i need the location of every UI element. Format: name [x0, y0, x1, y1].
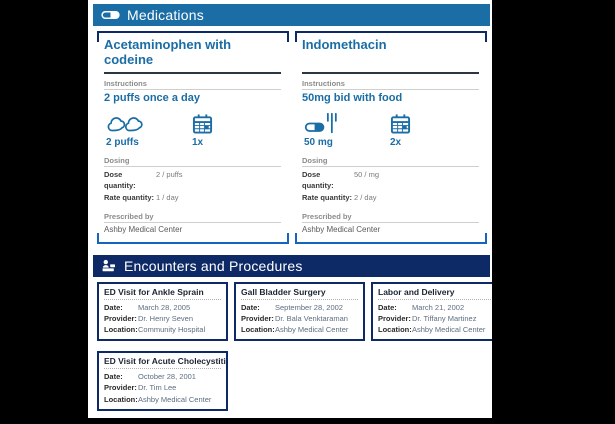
rate-quantity-row: Rate quantity: 1 / day: [104, 192, 281, 203]
prescribed-by-label: Prescribed by: [302, 212, 479, 223]
date-value: March 21, 2002: [412, 302, 465, 312]
dose-amount-caption: 50 mg: [304, 137, 333, 148]
encounter-date-row: Date: September 28, 2002: [241, 302, 358, 313]
dosing-label: Dosing: [302, 156, 479, 167]
encounter-provider-row: Provider: Dr. Tim Lee: [104, 382, 221, 393]
dose-quantity-row: Dose quantity: 2 / puffs: [104, 169, 281, 192]
puffs-icon: [106, 113, 146, 135]
encounter-location-row: Location: Ashby Medical Center: [241, 324, 358, 335]
provider-value: Dr. Tim Lee: [138, 383, 177, 393]
prescribed-by-label: Prescribed by: [104, 212, 281, 223]
medications-section-title: Medications: [127, 7, 204, 23]
medication-name: Indomethacin: [302, 37, 479, 74]
pill-food-icon: [304, 112, 342, 135]
frequency-block: 2x: [390, 111, 446, 148]
date-label: Date:: [104, 302, 123, 312]
encounter-card: ED Visit for Acute Cholecystitis Date: O…: [97, 351, 228, 411]
provider-label: Provider:: [378, 313, 411, 323]
medication-card: Acetaminophen with codeine Instructions …: [97, 31, 289, 244]
location-value: Ashby Medical Center: [138, 394, 212, 404]
encounter-date-row: Date: March 28, 2005: [104, 302, 221, 313]
calendar-icon: [192, 113, 213, 135]
clinician-icon: [101, 259, 117, 273]
rate-quantity-label: Rate quantity:: [104, 192, 155, 202]
encounter-title: ED Visit for Acute Cholecystitis: [104, 356, 226, 369]
instructions-label: Instructions: [104, 79, 281, 90]
provider-value: Dr. Tiffany Martinez: [412, 313, 477, 323]
encounter-title: ED Visit for Ankle Sprain: [104, 287, 221, 300]
encounter-provider-row: Provider: Dr. Bala Venktaraman: [241, 313, 358, 324]
encounter-cards-row-1: ED Visit for Ankle Sprain Date: March 28…: [97, 282, 492, 342]
encounter-location-row: Location: Ashby Medical Center: [104, 394, 221, 405]
provider-label: Provider:: [104, 313, 137, 323]
rate-quantity-row: Rate quantity: 2 / day: [302, 192, 479, 203]
rate-quantity-value: 1 / day: [156, 192, 179, 202]
encounters-section-title: Encounters and Procedures: [124, 258, 303, 274]
date-value: September 28, 2002: [275, 302, 343, 312]
rate-quantity-value: 2 / day: [354, 192, 377, 202]
location-value: Ashby Medical Center: [412, 325, 486, 335]
encounter-provider-row: Provider: Dr. Tiffany Martinez: [378, 313, 492, 324]
dose-quantity-label: Dose quantity:: [302, 170, 334, 191]
date-value: March 28, 2005: [138, 302, 191, 312]
instructions-value: 50mg bid with food: [302, 92, 403, 104]
frequency-caption: 1x: [192, 137, 204, 148]
dose-quantity-value: 50 / mg: [354, 170, 380, 179]
frequency-caption: 2x: [390, 137, 402, 148]
encounter-date-row: Date: March 21, 2002: [378, 302, 492, 313]
dose-icons-row: 50 mg: [304, 111, 479, 148]
instructions-value: 2 puffs once a day: [104, 92, 200, 104]
dosing-label: Dosing: [104, 156, 281, 167]
encounter-location-row: Location: Ashby Medical Center: [378, 324, 492, 335]
medication-card: Indomethacin Instructions 50mg bid with …: [295, 31, 487, 244]
prescribed-by-value: Ashby Medical Center: [104, 224, 183, 234]
provider-label: Provider:: [104, 383, 137, 393]
date-value: October 28, 2001: [138, 372, 196, 381]
prescribed-by-value: Ashby Medical Center: [302, 224, 381, 234]
location-label: Location:: [104, 394, 138, 404]
medication-name: Acetaminophen with codeine: [104, 37, 281, 74]
date-label: Date:: [104, 372, 123, 381]
date-label: Date:: [378, 302, 397, 312]
calendar-icon: [390, 113, 411, 135]
location-label: Location:: [241, 325, 275, 335]
encounter-title: Gall Bladder Surgery: [241, 287, 358, 300]
encounter-location-row: Location: Community Hospital: [104, 324, 221, 335]
medication-cards-row: Acetaminophen with codeine Instructions …: [97, 31, 492, 244]
patient-record-page: Medications Acetaminophen with codeine I…: [88, 0, 492, 418]
encounter-cards-row-2: ED Visit for Acute Cholecystitis Date: O…: [97, 351, 492, 411]
location-value: Community Hospital: [138, 325, 206, 335]
encounter-card: Labor and Delivery Date: March 21, 2002 …: [371, 282, 492, 342]
dose-quantity-value: 2 / puffs: [156, 170, 183, 179]
pill-icon: [101, 10, 120, 20]
location-label: Location:: [104, 325, 138, 335]
dose-amount-caption: 2 puffs: [106, 137, 139, 148]
provider-value: Dr. Henry Seven: [138, 313, 194, 323]
frequency-block: 1x: [192, 111, 248, 148]
location-label: Location:: [378, 325, 412, 335]
dose-quantity-label: Dose quantity:: [104, 170, 136, 191]
provider-label: Provider:: [241, 313, 274, 323]
date-label: Date:: [241, 302, 260, 312]
medications-section-header: Medications: [93, 4, 490, 26]
dose-icons-row: 2 puffs: [106, 111, 281, 148]
encounter-provider-row: Provider: Dr. Henry Seven: [104, 313, 221, 324]
dose-quantity-row: Dose quantity: 50 / mg: [302, 169, 479, 192]
encounter-card: ED Visit for Ankle Sprain Date: March 28…: [97, 282, 228, 342]
location-value: Ashby Medical Center: [275, 325, 349, 335]
rate-quantity-label: Rate quantity:: [302, 192, 353, 202]
dose-amount-block: 50 mg: [304, 111, 360, 148]
encounter-date-row: Date: October 28, 2001: [104, 371, 221, 382]
encounter-card: Gall Bladder Surgery Date: September 28,…: [234, 282, 365, 342]
encounter-title: Labor and Delivery: [378, 287, 492, 300]
instructions-label: Instructions: [302, 79, 479, 90]
dose-amount-block: 2 puffs: [106, 111, 162, 148]
provider-value: Dr. Bala Venktaraman: [275, 313, 348, 323]
encounters-section-header: Encounters and Procedures: [93, 255, 490, 277]
